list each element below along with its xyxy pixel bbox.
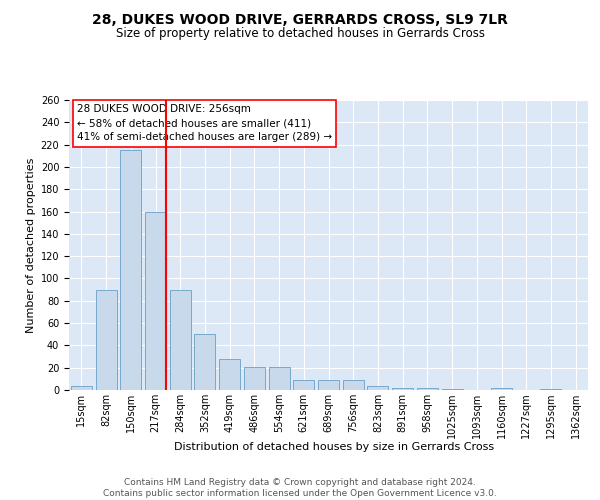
Bar (318, 380, 339, 390)
Bar (194, 334, 215, 390)
Y-axis label: Number of detached properties: Number of detached properties (26, 158, 37, 332)
Bar (120, 150, 141, 390)
Text: Contains HM Land Registry data © Crown copyright and database right 2024.
Contai: Contains HM Land Registry data © Crown c… (103, 478, 497, 498)
Bar (392, 388, 413, 390)
Bar (95, 290, 116, 390)
Text: Size of property relative to detached houses in Gerrards Cross: Size of property relative to detached ho… (115, 28, 485, 40)
Bar (343, 380, 364, 390)
Bar (269, 366, 290, 390)
Bar (244, 366, 265, 390)
Bar (170, 290, 191, 390)
Bar (219, 359, 240, 390)
Bar (71, 386, 92, 390)
Bar (541, 389, 562, 390)
Text: Distribution of detached houses by size in Gerrards Cross: Distribution of detached houses by size … (175, 442, 494, 452)
Bar (367, 386, 388, 390)
Bar (442, 389, 463, 390)
Bar (293, 380, 314, 390)
Text: 28 DUKES WOOD DRIVE: 256sqm
← 58% of detached houses are smaller (411)
41% of se: 28 DUKES WOOD DRIVE: 256sqm ← 58% of det… (77, 104, 332, 142)
Text: 28, DUKES WOOD DRIVE, GERRARDS CROSS, SL9 7LR: 28, DUKES WOOD DRIVE, GERRARDS CROSS, SL… (92, 12, 508, 26)
Bar (145, 212, 166, 390)
Bar (491, 388, 512, 390)
Bar (417, 388, 438, 390)
